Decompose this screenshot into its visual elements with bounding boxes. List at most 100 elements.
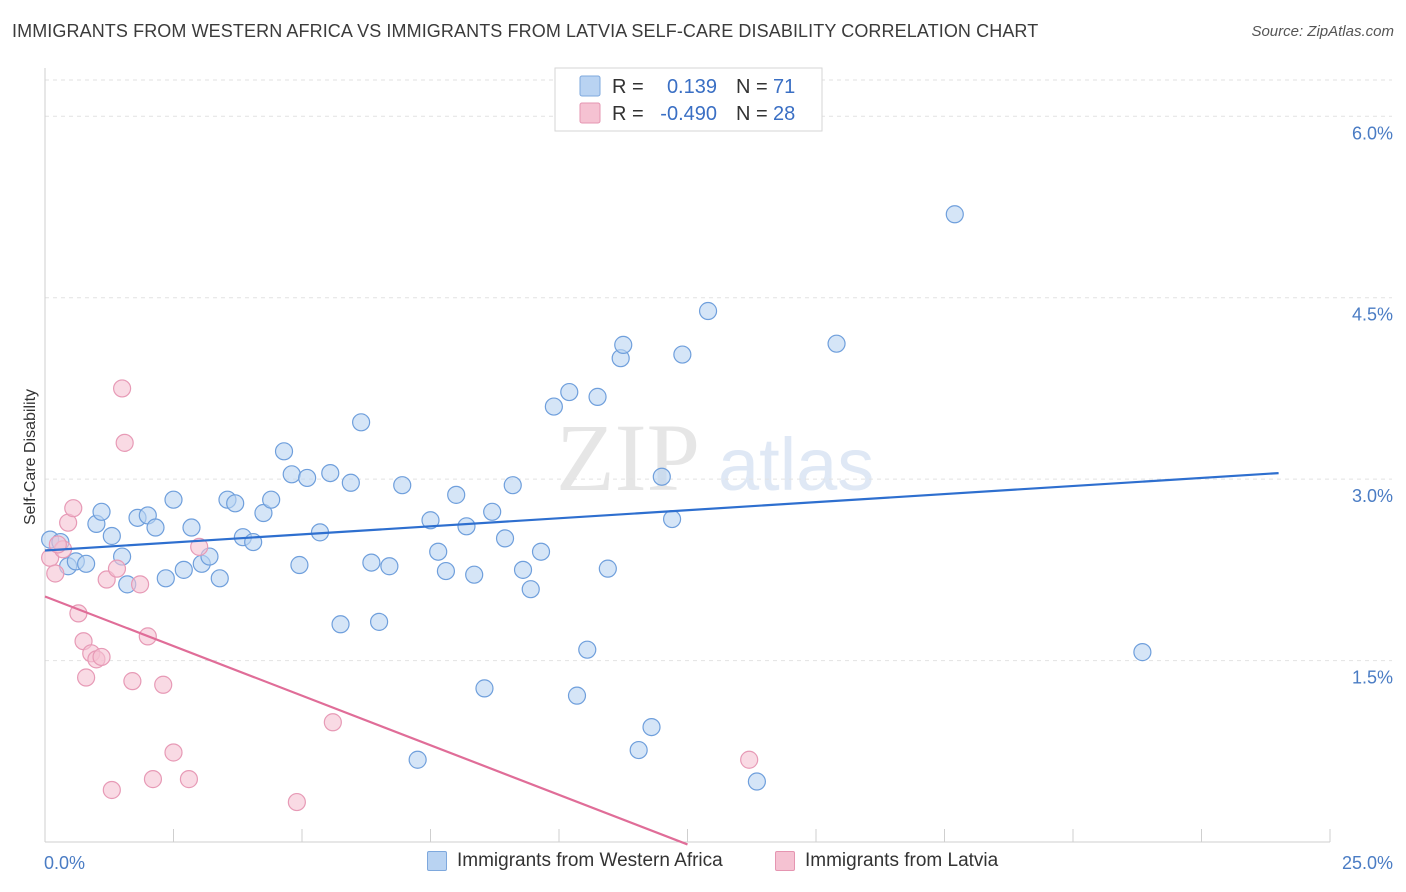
data-point-blue xyxy=(457,517,476,536)
data-point-pink xyxy=(179,770,199,789)
legend-swatch-pink xyxy=(579,102,601,124)
chart-title: IMMIGRANTS FROM WESTERN AFRICA VS IMMIGR… xyxy=(12,21,1039,41)
data-point-blue xyxy=(331,615,350,634)
data-point-blue xyxy=(673,345,692,364)
legend-r-label-pink: R = xyxy=(612,103,644,125)
data-point-blue xyxy=(652,467,671,486)
data-point-blue xyxy=(164,490,183,509)
legend-r-value-blue: 0.139 xyxy=(667,76,717,98)
legend-swatch-blue xyxy=(579,75,601,97)
data-point-blue xyxy=(210,569,229,588)
data-point-blue xyxy=(475,679,494,698)
data-point-blue xyxy=(747,772,766,791)
data-point-blue xyxy=(282,465,301,484)
axes xyxy=(44,68,1331,843)
data-point-pink xyxy=(92,647,111,667)
y-tick-labels: 1.5% 3.0% 4.5% 6.0% xyxy=(1352,123,1393,687)
data-point-pink xyxy=(164,743,183,762)
data-point-blue xyxy=(380,557,399,576)
data-point-blue xyxy=(298,468,317,488)
data-point-blue xyxy=(827,334,846,353)
correlation-legend: R = 0.139 N = 71 R = -0.490 N = 28 xyxy=(554,67,823,132)
series-swatch-pink xyxy=(775,851,795,871)
data-point-blue xyxy=(642,717,661,737)
data-point-pink xyxy=(112,379,132,398)
series-label-blue: Immigrants from Western Africa xyxy=(457,850,723,871)
data-point-blue xyxy=(274,442,294,461)
data-point-pink xyxy=(190,537,209,556)
data-point-blue xyxy=(182,518,201,537)
data-points xyxy=(41,205,1152,812)
series-label-pink: Immigrants from Latvia xyxy=(805,850,999,871)
data-point-blue xyxy=(436,561,456,581)
data-point-blue xyxy=(662,509,682,529)
trend-lines xyxy=(44,471,1279,846)
legend-n-value-pink: 28 xyxy=(773,103,795,125)
legend-n-label-pink: N = xyxy=(736,103,768,125)
data-point-blue xyxy=(370,612,389,631)
data-point-pink xyxy=(130,575,150,594)
source-label: Source: ZipAtlas.com xyxy=(1251,23,1394,40)
series-swatch-blue xyxy=(427,851,447,871)
legend-n-label-blue: N = xyxy=(736,76,768,98)
y-tick-label: 6.0% xyxy=(1352,123,1393,143)
data-point-blue xyxy=(629,740,648,760)
data-point-blue xyxy=(290,555,309,575)
data-point-blue xyxy=(560,382,579,402)
data-point-blue xyxy=(408,750,427,769)
series-legend-item-pink: Immigrants from Latvia xyxy=(775,850,998,872)
data-point-blue xyxy=(483,502,502,521)
data-point-blue xyxy=(598,559,617,578)
data-point-pink xyxy=(77,668,96,687)
data-point-blue xyxy=(578,640,597,659)
data-point-blue xyxy=(513,560,533,579)
data-point-blue xyxy=(262,490,281,509)
data-point-pink xyxy=(323,713,342,732)
legend-n-value-blue: 71 xyxy=(773,76,795,98)
data-point-blue xyxy=(92,502,111,521)
data-point-blue xyxy=(174,560,193,579)
series-legend: Immigrants from Western Africa Immigrant… xyxy=(0,850,1406,880)
data-point-pink xyxy=(154,675,173,694)
y-tick-label: 1.5% xyxy=(1352,668,1393,688)
data-point-blue xyxy=(102,526,121,546)
data-point-blue xyxy=(614,335,633,354)
data-point-blue xyxy=(226,494,245,513)
data-point-blue xyxy=(503,476,522,495)
data-point-pink xyxy=(287,792,306,812)
data-point-blue xyxy=(321,463,340,483)
watermark-zip: ZIP xyxy=(556,404,700,511)
data-point-pink xyxy=(740,750,759,769)
data-point-pink xyxy=(46,564,65,583)
data-point-blue xyxy=(421,511,440,530)
data-point-blue xyxy=(362,553,381,572)
data-point-blue xyxy=(521,580,540,599)
y-axis-label: Self-Care Disability xyxy=(22,389,39,525)
y-tick-label: 4.5% xyxy=(1352,305,1393,325)
data-point-blue xyxy=(156,569,175,588)
data-point-pink xyxy=(115,433,134,452)
data-point-blue xyxy=(352,413,371,432)
watermark-atlas: atlas xyxy=(718,423,874,506)
data-point-blue xyxy=(447,485,466,504)
legend-r-value-pink: -0.490 xyxy=(660,103,717,125)
x-tick-label-max: 25.0% xyxy=(1342,853,1393,873)
data-point-blue xyxy=(393,476,412,495)
data-point-blue xyxy=(1133,643,1152,662)
data-point-blue xyxy=(341,473,360,492)
data-point-blue xyxy=(429,542,448,561)
grid-lines xyxy=(45,79,1392,662)
x-tick-label-min: 0.0% xyxy=(44,853,85,873)
data-point-pink xyxy=(102,780,121,800)
data-point-blue xyxy=(698,301,718,321)
legend-r-label-blue: R = xyxy=(612,76,644,98)
series-legend-item-blue: Immigrants from Western Africa xyxy=(427,850,723,872)
data-point-pink xyxy=(143,770,163,789)
y-tick-label: 3.0% xyxy=(1352,486,1393,506)
data-point-blue xyxy=(495,529,515,548)
data-point-blue xyxy=(945,205,964,224)
data-point-blue xyxy=(531,542,551,561)
data-point-blue xyxy=(146,518,165,537)
data-point-blue xyxy=(465,565,484,584)
